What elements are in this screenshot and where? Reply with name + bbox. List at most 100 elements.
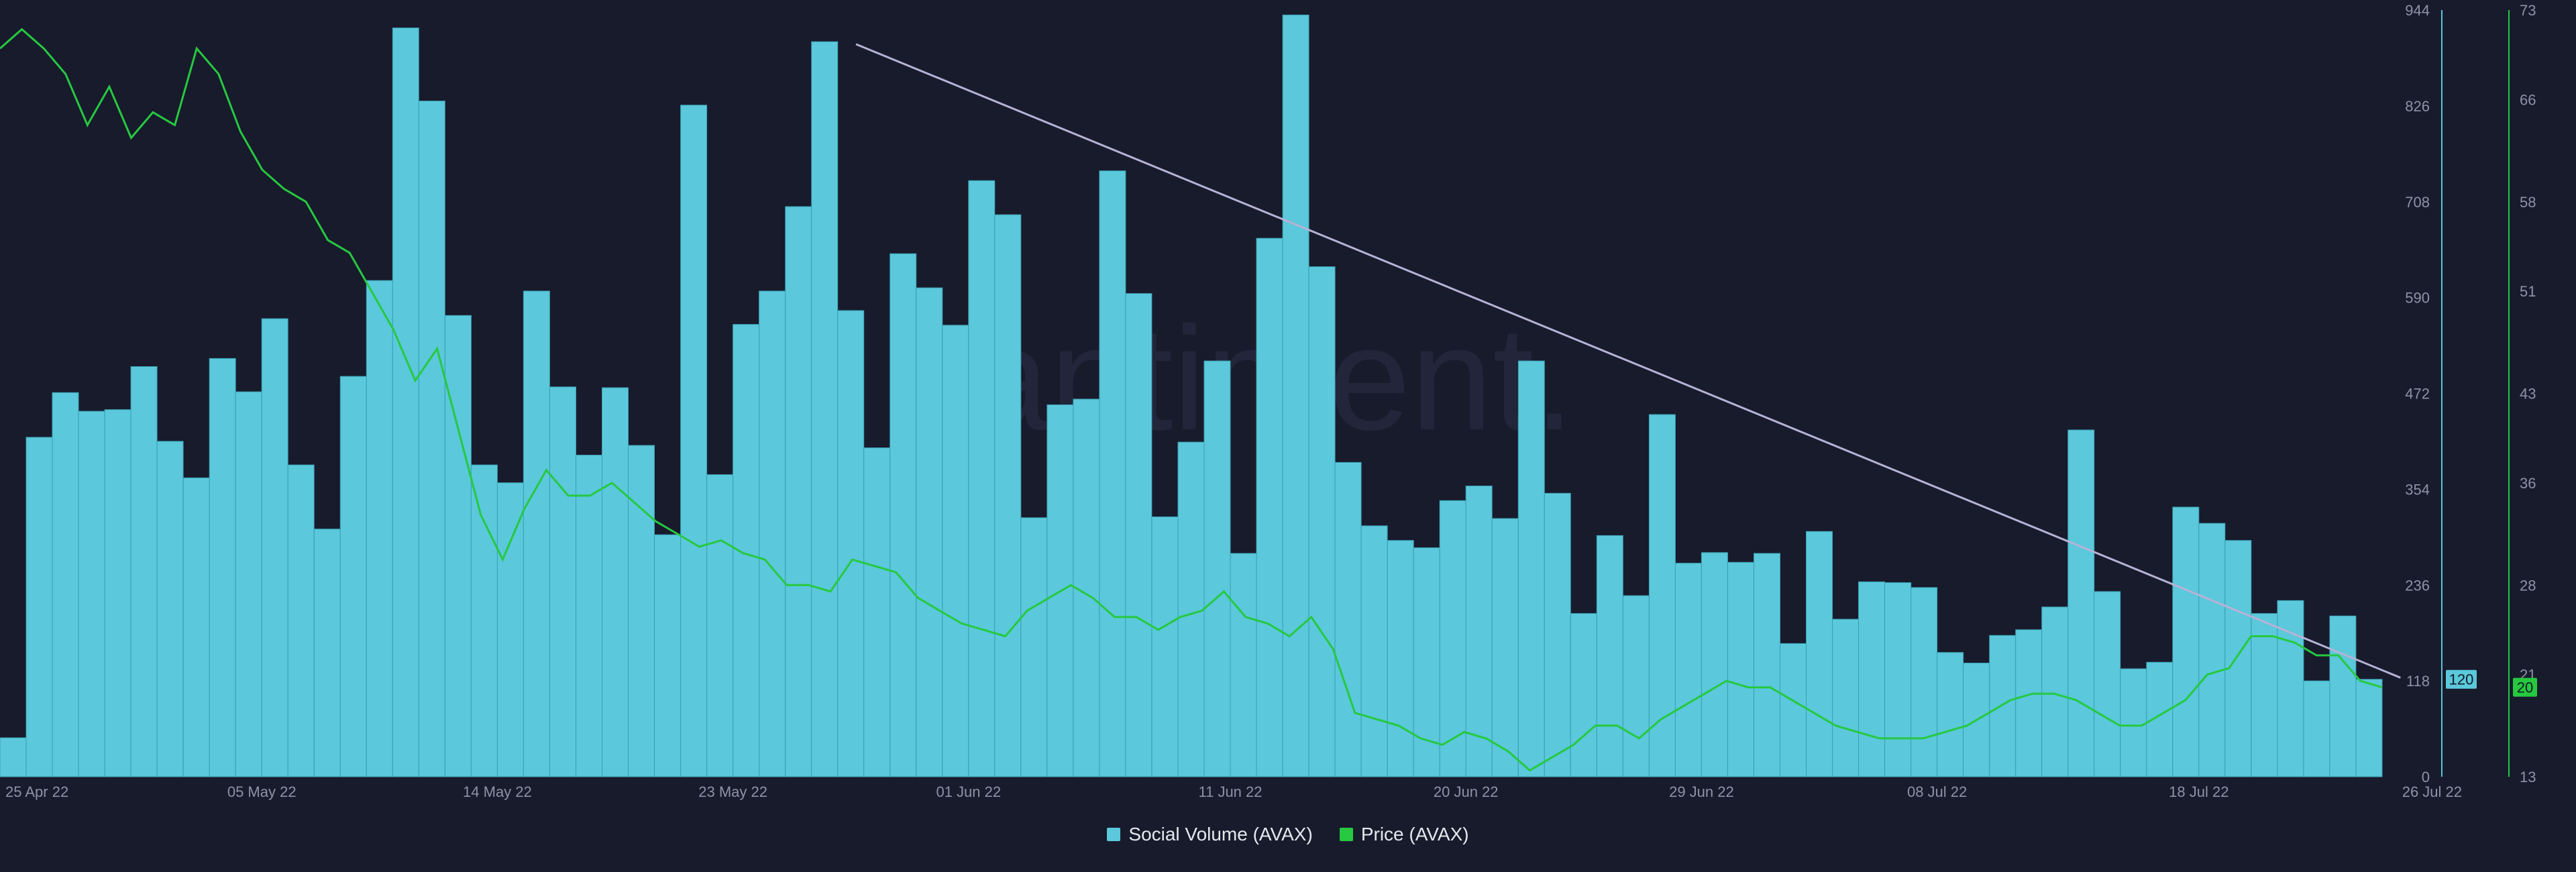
price-tick-label: 13 xyxy=(2520,769,2536,785)
bar xyxy=(496,482,524,777)
bar xyxy=(1989,635,2017,777)
social-last-value: 120 xyxy=(2449,671,2474,688)
bar xyxy=(366,280,393,777)
legend-label-social: Social Volume (AVAX) xyxy=(1128,824,1313,844)
bar xyxy=(2172,506,2200,777)
bar xyxy=(2224,540,2252,777)
bar xyxy=(1806,531,1833,777)
social-tick-label: 826 xyxy=(2405,98,2430,115)
trend-line xyxy=(855,43,2401,679)
bar xyxy=(2015,629,2043,777)
bar xyxy=(1256,237,1283,777)
social-tick-label: 708 xyxy=(2405,194,2430,211)
bar xyxy=(2120,668,2147,777)
x-tick-label: 01 Jun 22 xyxy=(936,783,1001,800)
bar xyxy=(863,447,891,777)
legend-swatch-social xyxy=(1107,828,1121,841)
bar xyxy=(994,214,1022,777)
social-last-badge xyxy=(2446,669,2477,689)
social-tick-label: 354 xyxy=(2405,481,2430,498)
bar xyxy=(1308,266,1336,777)
bar xyxy=(890,253,917,777)
price-tick-label: 36 xyxy=(2520,475,2536,492)
bar xyxy=(706,474,734,777)
bar xyxy=(1911,587,1938,777)
bar xyxy=(1937,652,1964,777)
social-tick-label: 0 xyxy=(2422,769,2430,785)
bar xyxy=(1832,618,1859,777)
social-volume-bars xyxy=(0,14,2383,777)
x-tick-label: 20 Jun 22 xyxy=(1434,783,1499,800)
bar xyxy=(313,529,341,777)
bar xyxy=(2198,523,2226,777)
bar xyxy=(1884,582,1912,777)
social-tick-label: 944 xyxy=(2405,2,2430,19)
legend-swatch-price xyxy=(1339,828,1353,841)
bar xyxy=(1387,540,1414,777)
bar xyxy=(2251,613,2278,777)
x-tick-label: 26 Jul 22 xyxy=(2402,783,2462,800)
bar xyxy=(2277,600,2304,777)
price-line xyxy=(0,28,2383,772)
bar xyxy=(1622,595,1650,777)
x-tick-label: 14 May 22 xyxy=(463,783,532,800)
bar xyxy=(1125,293,1152,777)
bar xyxy=(1334,461,1362,777)
bar xyxy=(235,391,262,777)
bar xyxy=(2355,679,2383,777)
bar xyxy=(2068,429,2095,777)
bar xyxy=(680,105,708,777)
bar xyxy=(785,206,812,777)
price-tick-label: 73 xyxy=(2520,2,2536,19)
bar xyxy=(1439,500,1466,777)
x-tick-label: 25 Apr 22 xyxy=(5,783,68,800)
bar xyxy=(470,464,498,777)
legend-item-price[interactable]: Price (AVAX) xyxy=(1339,824,1469,845)
bar xyxy=(628,445,655,777)
bar xyxy=(1413,547,1440,777)
x-tick-label: 23 May 22 xyxy=(698,783,767,800)
price-last-value: 20 xyxy=(2517,679,2533,696)
bar xyxy=(2094,591,2121,777)
bar xyxy=(0,737,27,777)
bar xyxy=(339,376,367,777)
bar xyxy=(1674,563,1702,777)
bar xyxy=(1177,441,1205,777)
bar xyxy=(1570,613,1597,777)
bar xyxy=(130,366,158,777)
bar xyxy=(1282,14,1309,777)
bar xyxy=(392,28,419,777)
bar xyxy=(1465,486,1493,777)
bar xyxy=(156,441,184,777)
social-tick-label: 590 xyxy=(2405,290,2430,307)
bar xyxy=(25,437,53,777)
bar xyxy=(1858,581,1885,777)
bar xyxy=(1780,643,1807,777)
legend-item-social[interactable]: Social Volume (AVAX) xyxy=(1107,824,1313,845)
bar xyxy=(1491,518,1519,777)
x-tick-label: 18 Jul 22 xyxy=(2169,783,2229,800)
price-tick-label: 58 xyxy=(2520,194,2536,211)
bar xyxy=(1727,561,1754,777)
bar xyxy=(549,386,576,777)
social-tick-label: 118 xyxy=(2406,673,2430,690)
legend: Social Volume (AVAX) Price (AVAX) xyxy=(0,824,2576,845)
bar xyxy=(654,534,681,777)
bar xyxy=(1596,535,1623,777)
bar xyxy=(2041,606,2069,777)
bar xyxy=(1099,170,1126,777)
bar xyxy=(261,318,288,777)
social-tick-label: 236 xyxy=(2405,577,2430,594)
social-tick-label: 472 xyxy=(2405,386,2430,402)
bar xyxy=(602,387,629,777)
bar xyxy=(1360,525,1388,777)
x-tick-label: 05 May 22 xyxy=(227,783,297,800)
bar xyxy=(209,358,236,777)
bar xyxy=(916,287,943,777)
bar xyxy=(968,180,996,777)
bar xyxy=(837,310,865,777)
bar xyxy=(2303,680,2330,777)
chart-svg: santiment.011823635447259070882694413212… xyxy=(0,2,2537,800)
price-tick-label: 66 xyxy=(2520,91,2536,108)
